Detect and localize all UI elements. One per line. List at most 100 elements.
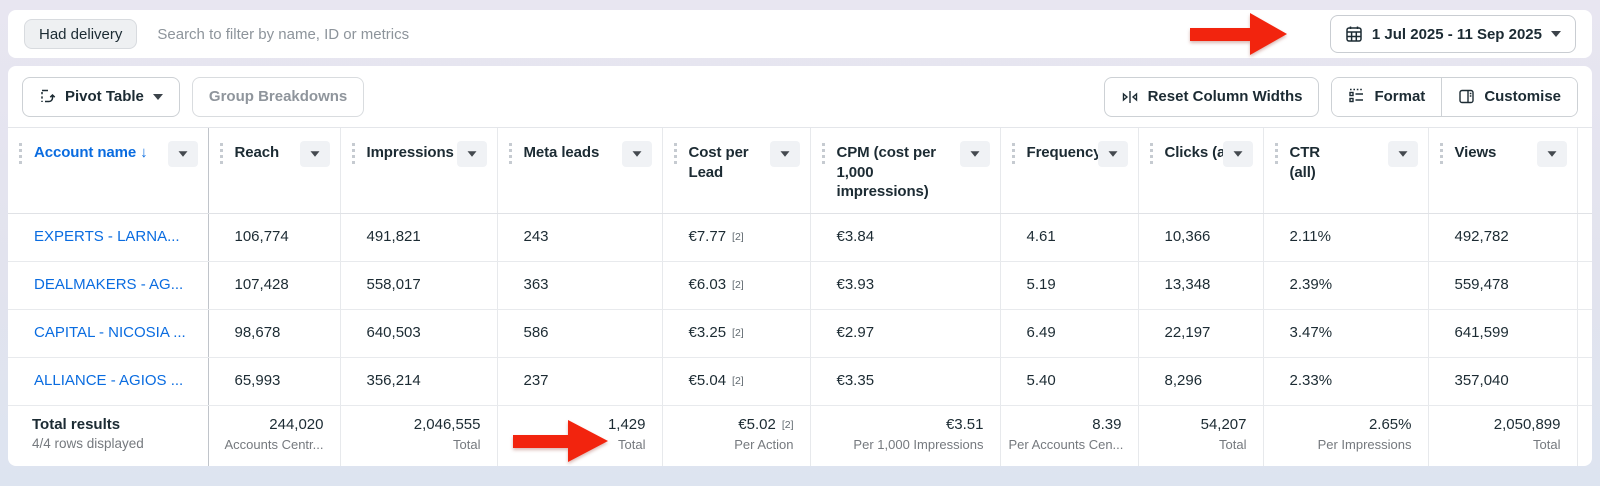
cell-reach: 106,774 [208,213,341,262]
cell-reach: 65,993 [208,357,341,406]
total-reach: 244,020 Accounts Centr... [208,404,341,466]
column-label: CPM (cost per 1,000 impressions) [836,144,937,200]
toolbar: Pivot Table Group Breakdowns Reset Colum… [8,66,1592,128]
column-menu-button[interactable] [167,141,198,167]
format-list-icon [1348,88,1365,105]
cell-impressions: 640,503 [340,309,498,358]
total-clicks: 54,207 Total [1138,404,1264,466]
totals-subtitle: 4/4 rows displayed [32,435,144,451]
column-label: Impressions [366,144,454,161]
cell-clicks: 8,296 [1138,357,1264,406]
column-menu-button[interactable] [299,141,330,167]
column-label: Meta leads [523,144,600,161]
column-label: Cost per Lead [688,144,749,181]
group-breakdowns-button[interactable]: Group Breakdowns [191,76,365,117]
table-row: EXPERTS - LARNA... 106,774 491,821 243 €… [8,213,1592,262]
total-cost-per-lead: €5.02 [2] Per Action [662,404,811,466]
cell-reach: 98,678 [208,309,341,358]
column-header-account-name[interactable]: Account name ↓ [8,128,209,214]
cell-cpm: €3.35 [810,357,1001,406]
total-impressions: 2,046,555 Total [340,404,498,466]
column-menu-button[interactable] [1097,141,1128,167]
column-drag-handle[interactable] [351,143,355,164]
report-panel: Pivot Table Group Breakdowns Reset Colum… [8,66,1592,466]
column-drag-handle[interactable] [219,143,223,164]
column-header-ctr-all[interactable]: CTR (all) [1263,128,1429,214]
column-drag-handle[interactable] [1439,143,1443,164]
customise-button[interactable]: Customise [1441,77,1577,116]
footnote-marker: [2] [732,326,744,339]
cell-meta-leads: 363 [497,261,663,310]
cell-frequency: 4.61 [1000,213,1139,262]
column-drag-handle[interactable] [508,143,512,164]
column-drag-handle[interactable] [1274,143,1278,164]
search-input[interactable]: Search to filter by name, ID or metrics [137,10,1330,58]
column-header-frequency[interactable]: Frequency [1000,128,1139,214]
column-drag-handle[interactable] [19,143,22,164]
column-header-clicks-all[interactable]: Clicks (all) [1138,128,1264,214]
cell-ctr: 3.47% [1263,309,1429,358]
account-link[interactable]: DEALMAKERS - AG... [34,275,184,293]
column-label: Views [1454,144,1497,161]
pivot-table-icon [39,88,56,105]
sort-desc-icon: ↓ [140,144,148,161]
account-link[interactable]: ALLIANCE - AGIOS ... [34,371,184,389]
table-row: DEALMAKERS - AG... 107,428 558,017 363 €… [8,261,1592,310]
cell-ctr: 2.11% [1263,213,1429,262]
column-drag-handle[interactable] [673,143,677,164]
column-drag-handle[interactable] [1011,143,1015,164]
cell-frequency: 5.40 [1000,357,1139,406]
metrics-table: Account name ↓ Reach Impressions Meta lea… [8,128,1592,466]
cell-clicks: 22,197 [1138,309,1264,358]
view-options-group: Format Customise [1331,76,1578,117]
column-header-meta-leads[interactable]: Meta leads [497,128,663,214]
column-menu-button[interactable] [769,141,800,167]
cell-views: 492,782 [1428,213,1578,262]
column-menu-button[interactable] [959,141,990,167]
filter-bar: Had delivery Search to filter by name, I… [8,10,1592,58]
footnote-marker: [2] [732,374,744,387]
column-drag-handle[interactable] [821,143,825,164]
pivot-table-label: Pivot Table [65,88,144,105]
cell-stub [1577,261,1592,310]
total-ctr: 2.65% Per Impressions [1263,404,1429,466]
column-label: Clicks (all) [1164,144,1239,161]
reset-column-widths-button[interactable]: Reset Column Widths [1103,76,1320,117]
column-label: Frequency [1026,144,1102,161]
totals-summary: Total results 4/4 rows displayed [8,404,209,466]
cell-ctr: 2.39% [1263,261,1429,310]
cell-frequency: 6.49 [1000,309,1139,358]
column-header-reach[interactable]: Reach [208,128,341,214]
calendar-icon [1345,25,1363,43]
column-header-views[interactable]: Views [1428,128,1578,214]
column-header-stub [1577,128,1592,214]
column-label: CTR (all) [1289,144,1321,181]
cell-clicks: 10,366 [1138,213,1264,262]
cell-views: 559,478 [1428,261,1578,310]
totals-title: Total results [32,415,121,433]
search-placeholder: Search to filter by name, ID or metrics [157,25,410,43]
format-button[interactable]: Format [1332,77,1442,116]
account-link[interactable]: EXPERTS - LARNA... [34,227,180,245]
date-range-button[interactable]: 1 Jul 2025 - 11 Sep 2025 [1329,15,1576,53]
cell-cpm: €2.97 [810,309,1001,358]
cell-views: 357,040 [1428,357,1578,406]
column-drag-handle[interactable] [1149,143,1153,164]
cell-impressions: 491,821 [340,213,498,262]
cell-cost-per-lead: €3.25 [2] [662,309,811,358]
column-menu-button[interactable] [1222,141,1253,167]
column-menu-button[interactable] [621,141,652,167]
cell-impressions: 558,017 [340,261,498,310]
customise-label: Customise [1484,88,1561,105]
total-cpm: €3.51 Per 1,000 Impressions [810,404,1001,466]
cell-cpm: €3.84 [810,213,1001,262]
column-header-impressions[interactable]: Impressions [340,128,498,214]
column-menu-button[interactable] [1387,141,1418,167]
column-header-cost-per-lead[interactable]: Cost per Lead [662,128,811,214]
column-header-cpm[interactable]: CPM (cost per 1,000 impressions) [810,128,1001,214]
had-delivery-filter-chip[interactable]: Had delivery [24,19,138,49]
column-menu-button[interactable] [456,141,487,167]
column-menu-button[interactable] [1536,141,1567,167]
account-link[interactable]: CAPITAL - NICOSIA ... [34,323,186,341]
pivot-table-button[interactable]: Pivot Table [22,76,180,117]
